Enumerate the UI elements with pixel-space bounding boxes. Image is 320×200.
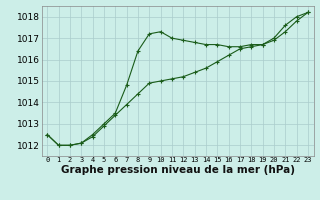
X-axis label: Graphe pression niveau de la mer (hPa): Graphe pression niveau de la mer (hPa) bbox=[60, 165, 295, 175]
